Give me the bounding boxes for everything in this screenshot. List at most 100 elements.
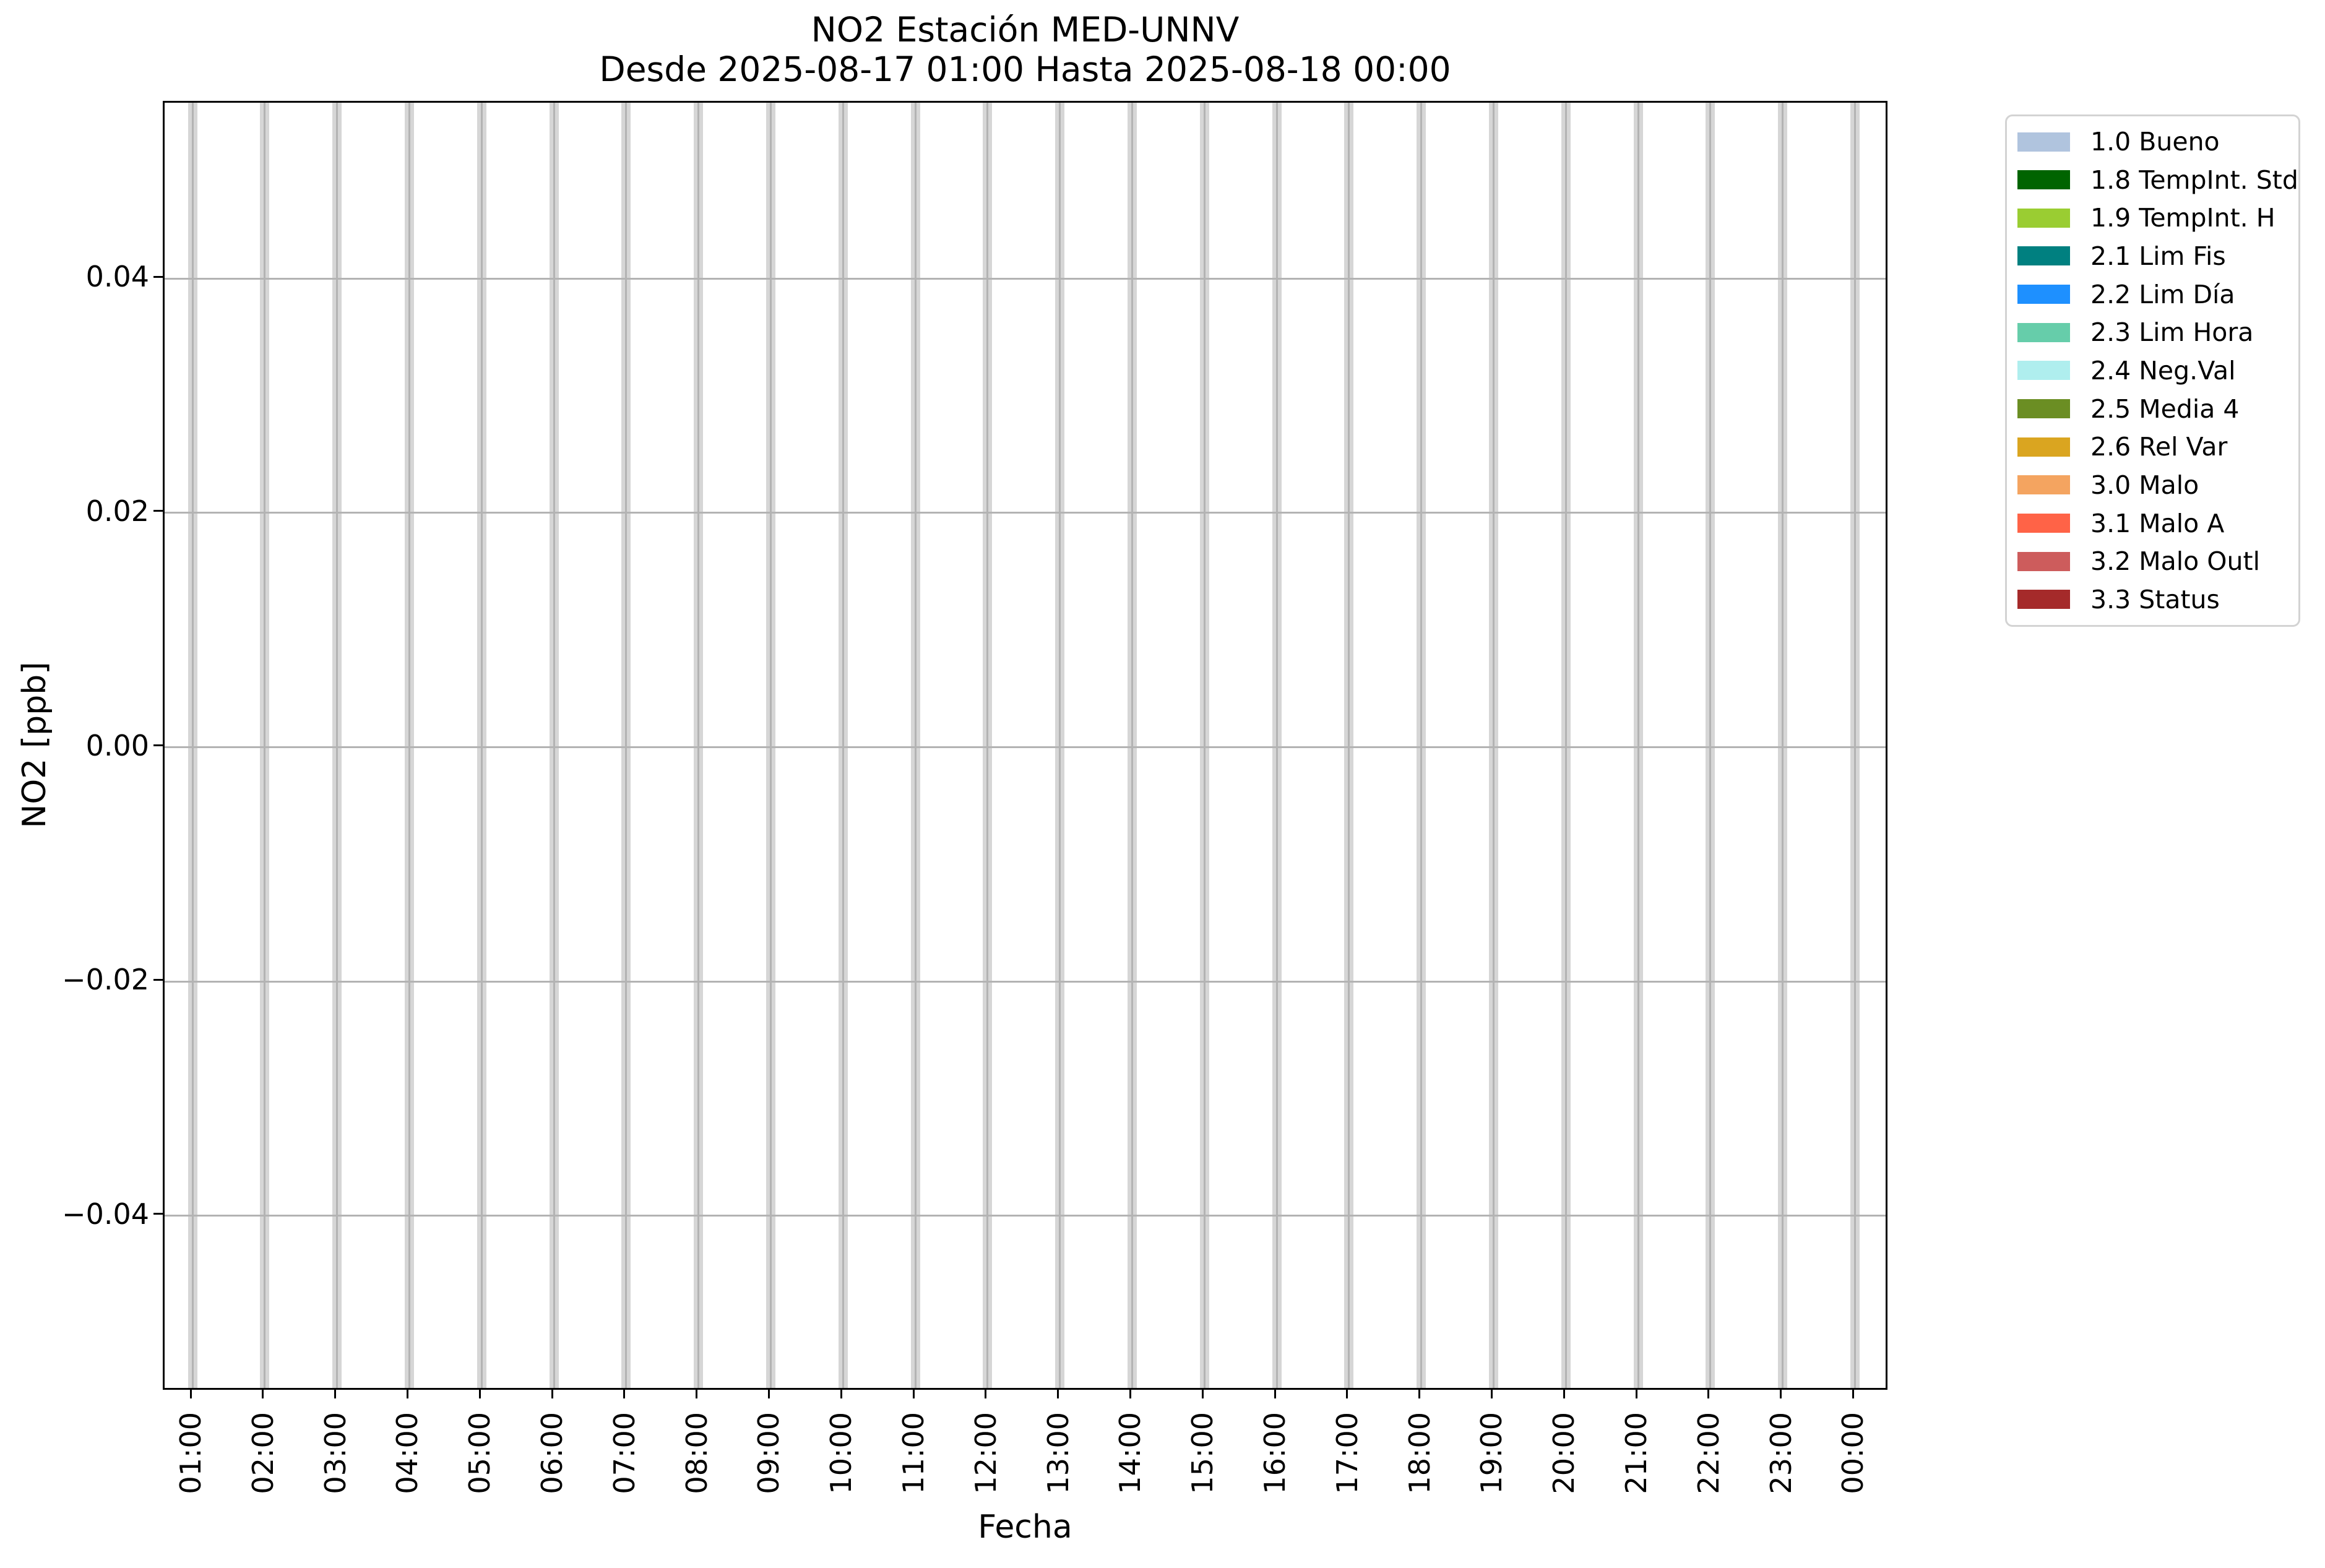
legend-item: 1.8 TempInt. Std [2007,165,2298,195]
x-tick-mark [262,1390,264,1398]
legend-swatch [2017,322,2070,342]
vertical-gridline [1275,103,1278,1388]
x-tick-mark [1490,1390,1493,1398]
y-tick-mark [153,1213,163,1215]
y-tick-label: −0.04 [62,1197,149,1231]
chart-title-line2: Desde 2025-08-17 01:00 Hasta 2025-08-18 … [599,50,1451,89]
legend-swatch [2017,285,2070,304]
x-tick-label: 03:00 [318,1412,352,1494]
x-tick-label: 12:00 [968,1412,1003,1494]
x-tick-label: 06:00 [535,1412,569,1494]
legend-item: 2.1 Lim Fis [2007,241,2298,271]
legend-item: 3.3 Status [2007,585,2298,614]
x-tick-mark [1201,1390,1204,1398]
vertical-gridline [1782,103,1784,1388]
vertical-gridline [986,103,989,1388]
x-tick-mark [1852,1390,1854,1398]
legend-item: 1.9 TempInt. H [2007,203,2298,233]
x-tick-label: 04:00 [390,1412,425,1494]
legend-item: 3.2 Malo Outl [2007,546,2298,576]
legend-swatch [2017,208,2070,228]
legend-swatch [2017,399,2070,419]
legend-swatch [2017,590,2070,610]
legend-swatch [2017,132,2070,152]
x-tick-mark [1563,1390,1565,1398]
x-tick-label: 22:00 [1691,1412,1725,1494]
horizontal-gridline [165,277,1886,280]
x-tick-mark [406,1390,408,1398]
legend-swatch [2017,475,2070,495]
x-tick-label: 18:00 [1402,1412,1436,1494]
legend-label: 3.1 Malo A [2090,508,2225,538]
x-tick-label: 20:00 [1547,1412,1581,1494]
vertical-gridline [1420,103,1423,1388]
x-tick-label: 17:00 [1330,1412,1364,1494]
y-tick-mark [153,978,163,981]
legend-swatch [2017,551,2070,571]
vertical-gridline [553,103,555,1388]
chart-title-line1: NO2 Estación MED-UNNV [811,10,1240,50]
y-tick-label: 0.00 [85,728,149,762]
x-tick-label: 23:00 [1764,1412,1798,1494]
x-tick-label: 00:00 [1836,1412,1870,1494]
legend-swatch [2017,170,2070,190]
y-tick-label: 0.02 [85,494,149,528]
x-tick-mark [1418,1390,1421,1398]
vertical-gridline [1709,103,1712,1388]
legend-label: 3.2 Malo Outl [2090,546,2260,577]
x-tick-mark [1635,1390,1637,1398]
x-tick-label: 07:00 [607,1412,641,1494]
x-tick-mark [1780,1390,1782,1398]
legend-item: 1.0 Bueno [2007,127,2298,157]
legend-item: 3.1 Malo A [2007,509,2298,538]
vertical-gridline [697,103,700,1388]
x-tick-mark [1346,1390,1348,1398]
x-tick-mark [1274,1390,1276,1398]
legend-item: 2.4 Neg.Val [2007,356,2298,386]
vertical-gridline [1637,103,1639,1388]
x-tick-mark [1057,1390,1059,1398]
horizontal-gridline [165,512,1886,514]
vertical-gridline [191,103,194,1388]
x-tick-label: 02:00 [246,1412,280,1494]
legend: 1.0 Bueno 1.8 TempInt. Std 1.9 TempInt. H 2… [2005,114,2300,627]
legend-swatch [2017,514,2070,533]
legend-item: 3.0 Malo [2007,470,2298,500]
x-tick-mark [551,1390,553,1398]
chart-title: NO2 Estación MED-UNNV Desde 2025-08-17 0… [163,10,1887,89]
vertical-gridline [1059,103,1061,1388]
legend-label: 2.3 Lim Hora [2090,317,2254,348]
x-tick-label: 01:00 [174,1412,207,1494]
x-tick-mark [478,1390,481,1398]
vertical-gridline [1203,103,1206,1388]
legend-label: 2.5 Media 4 [2090,394,2240,424]
y-axis-title: NO2 [ppb] [16,661,53,829]
legend-swatch [2017,437,2070,457]
x-tick-mark [623,1390,626,1398]
vertical-gridline [264,103,266,1388]
vertical-gridline [1492,103,1495,1388]
vertical-gridline [1348,103,1350,1388]
vertical-gridline [336,103,339,1388]
x-tick-label: 19:00 [1475,1412,1509,1494]
vertical-gridline [842,103,844,1388]
legend-swatch [2017,246,2070,266]
x-tick-label: 14:00 [1113,1412,1147,1494]
x-tick-mark [912,1390,915,1398]
vertical-gridline [1131,103,1133,1388]
legend-item: 2.5 Media 4 [2007,394,2298,424]
legend-label: 2.4 Neg.Val [2090,355,2236,386]
vertical-gridline [1853,103,1856,1388]
x-tick-label: 08:00 [679,1412,714,1494]
vertical-gridline [1564,103,1567,1388]
x-tick-mark [767,1390,770,1398]
horizontal-gridline [165,1215,1886,1217]
legend-item: 2.3 Lim Hora [2007,317,2298,347]
legend-label: 2.2 Lim Día [2090,279,2235,309]
legend-item: 2.6 Rel Var [2007,432,2298,462]
vertical-gridline [769,103,772,1388]
horizontal-gridline [165,980,1886,983]
x-tick-mark [334,1390,337,1398]
x-tick-label: 13:00 [1041,1412,1075,1494]
